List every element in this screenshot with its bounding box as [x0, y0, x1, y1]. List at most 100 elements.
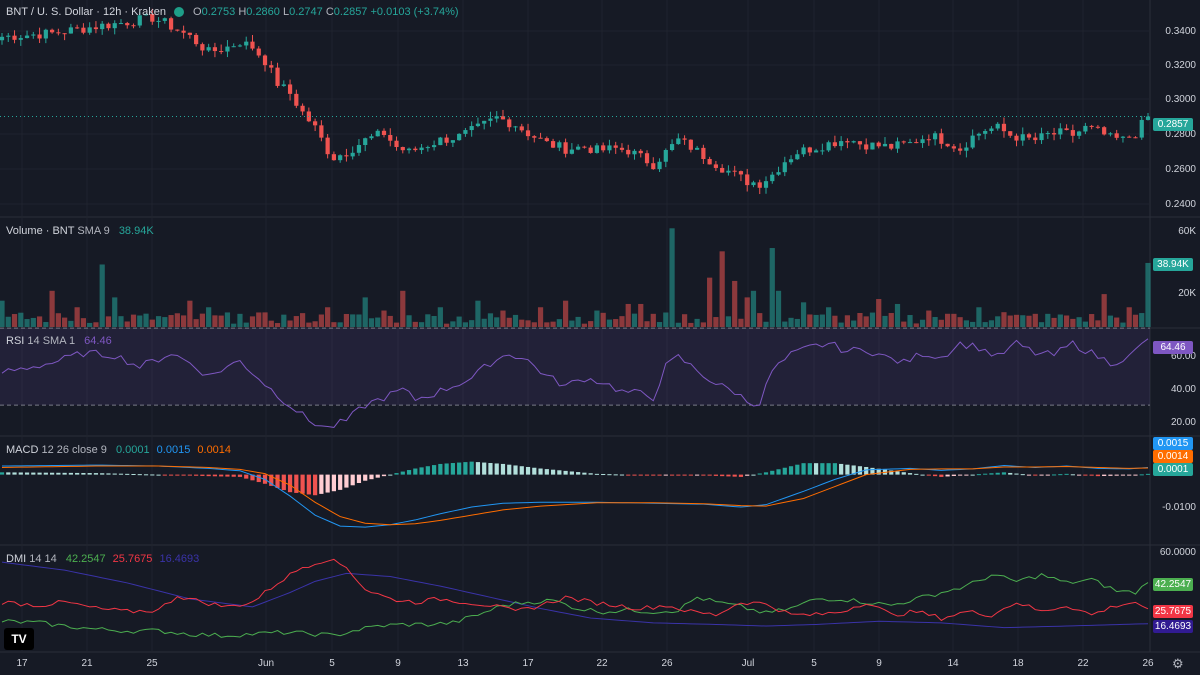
volume-bar [694, 318, 700, 327]
macd-histogram-bar [839, 463, 844, 475]
macd-histogram-bar [582, 472, 587, 475]
candle-body [18, 38, 23, 40]
volume-bar [393, 322, 400, 327]
candle-body [669, 144, 675, 151]
candle-body [1133, 137, 1138, 139]
macd-histogram-bar [175, 474, 180, 476]
candle-body [281, 84, 286, 86]
legend-rsi[interactable]: RSI 14 SMA 1 64.46 [6, 335, 112, 347]
macd-histogram-bar [62, 472, 67, 475]
candle-body [770, 174, 775, 182]
legend-main: BNT / U. S. Dollar · 12h · Kraken O0.275… [6, 6, 459, 18]
candle-body [388, 135, 393, 141]
candle-body [300, 105, 305, 112]
volume-bar [112, 297, 118, 327]
candle-body [932, 133, 938, 140]
volume-bar [1089, 314, 1095, 327]
volume-bar [575, 316, 581, 327]
volume-bar [663, 312, 669, 327]
macd-histogram-bar [626, 474, 631, 476]
candle-body [375, 130, 380, 137]
volume-bar [5, 316, 11, 327]
candle-body [513, 126, 518, 128]
candle-body [6, 35, 11, 37]
legend-dmi[interactable]: DMI 14 14 42.2547 25.7675 16.4693 [6, 553, 199, 565]
macd-histogram-bar [406, 470, 412, 475]
macd-histogram-bar [713, 474, 719, 476]
volume-bar [274, 323, 281, 327]
candle-body [864, 144, 869, 150]
volume-bar [306, 322, 312, 327]
candle-body [820, 150, 825, 152]
candle-body [720, 167, 725, 173]
volume-bar [525, 320, 531, 327]
macd-histogram-bar [187, 474, 192, 476]
volume-bar [644, 321, 650, 327]
candle-body [250, 41, 255, 49]
candle-body [995, 123, 1000, 129]
volume-bar [638, 303, 644, 327]
volume-bar [368, 318, 375, 327]
macd-histogram-bar [125, 473, 130, 475]
volume-bar [800, 302, 807, 327]
candle-body [225, 46, 230, 52]
tradingview-logo[interactable]: TV [4, 628, 34, 650]
macd-histogram-bar [24, 472, 30, 475]
volume-bar [1101, 294, 1107, 327]
candle-body [394, 140, 399, 148]
macd-histogram-bar [300, 474, 305, 494]
volume-bar [437, 307, 443, 327]
volume-value: 38.94K [118, 225, 154, 237]
candle-body [118, 23, 124, 25]
macd-histogram-bar [864, 466, 869, 475]
volume-bar [1032, 313, 1038, 327]
time-tick: 5 [811, 658, 817, 669]
macd-histogram-bar [194, 474, 199, 476]
candle-body [826, 142, 831, 151]
volume-bar [1038, 322, 1045, 327]
candle-body [920, 139, 925, 144]
minus-di-line [1, 558, 1149, 622]
candle-body [682, 138, 687, 140]
macd-histogram-bar [306, 474, 311, 495]
macd-histogram-bar [206, 474, 211, 477]
settings-gear-icon[interactable]: ⚙ [1172, 656, 1184, 671]
candle-body [569, 149, 574, 154]
volume-tag: 38.94K [1153, 258, 1193, 271]
candle-body [976, 133, 982, 136]
volume-bar [43, 322, 49, 327]
volume-bar [199, 313, 205, 327]
candle-body [601, 145, 606, 151]
macd-histogram-bar [494, 463, 499, 475]
volume-bar [287, 320, 293, 327]
candle-body [475, 123, 481, 127]
volume-bar [782, 321, 788, 327]
legend-volume[interactable]: Volume · BNT SMA 9 38.94K [6, 225, 154, 237]
candle-body [951, 146, 956, 149]
symbol-title[interactable]: BNT / U. S. Dollar · 12h · Kraken [6, 6, 166, 18]
volume-bar [675, 322, 681, 327]
candle-body [644, 153, 650, 164]
minus-di-tag: 25.7675 [1153, 605, 1193, 618]
macd-histogram-bar [851, 465, 856, 475]
macd-histogram-bar [657, 474, 662, 476]
candle-body [12, 35, 17, 40]
macd-histogram-bar [350, 474, 355, 486]
volume-bar [99, 264, 105, 327]
candle-body [444, 137, 449, 143]
candle-body [1058, 128, 1063, 135]
legend-macd[interactable]: MACD 12 26 close 9 0.0001 0.0015 0.0014 [6, 444, 231, 456]
macd-histogram-bar [482, 462, 487, 475]
visibility-eye-icon[interactable] [173, 6, 184, 17]
volume-bar [744, 297, 750, 327]
candle-body [231, 46, 236, 48]
candle-body [1114, 133, 1119, 138]
volume-bar [932, 317, 938, 327]
macd-histogram-bar [663, 474, 668, 476]
volume-bar [237, 313, 243, 327]
macd-histogram-bar [632, 474, 637, 476]
candle-body [181, 30, 186, 33]
candle-body [576, 146, 581, 150]
volume-bar [763, 321, 769, 327]
